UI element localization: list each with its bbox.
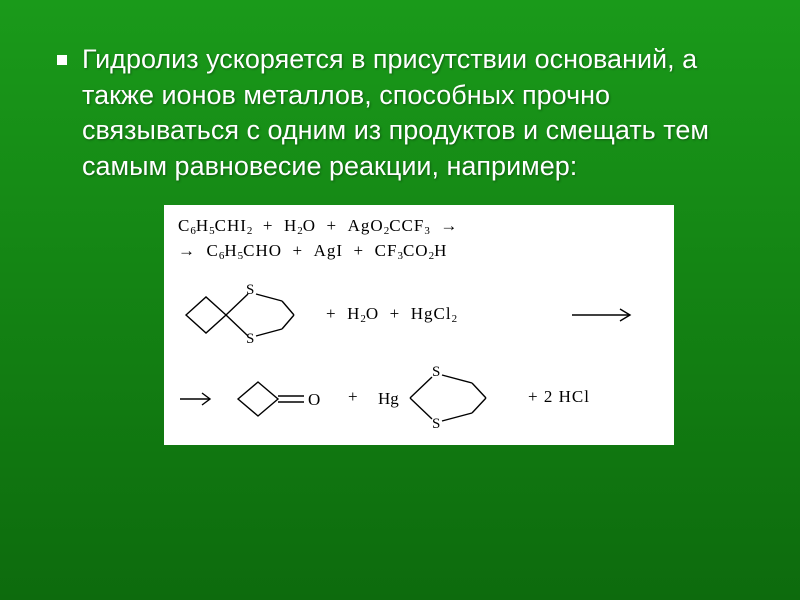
- arrow-icon: [570, 306, 640, 324]
- slide: Гидролиз ускоряется в присутствии основа…: [0, 0, 800, 600]
- reaction-3-plus-1: +: [348, 387, 359, 407]
- svg-text:S: S: [246, 331, 254, 347]
- structure-cyclobutanone: O: [232, 374, 342, 424]
- svg-text:S: S: [432, 364, 440, 380]
- slide-main-text: Гидролиз ускоряется в присутствии основа…: [82, 42, 744, 185]
- svg-text:S: S: [432, 416, 440, 432]
- structure-hg-dithiane: Hg S S: [374, 362, 514, 434]
- reaction-2-text: + H2O + HgCl2: [326, 304, 457, 325]
- bullet-icon: [56, 54, 68, 66]
- equation-1-line-2: → C6H5CHO + AgI + CF3CO2H: [178, 240, 660, 264]
- equation-1-line-1: C6H5CHI2 + H2O + AgO2CCF3 →: [178, 215, 660, 239]
- hg-label: Hg: [378, 389, 399, 408]
- reaction-3: O + Hg S S + 2 HCl: [178, 356, 660, 438]
- svg-text:O: O: [308, 390, 320, 409]
- reaction-3-tail: + 2 HCl: [528, 387, 590, 407]
- arrow-continuation-icon: [178, 390, 220, 408]
- svg-text:S: S: [246, 282, 254, 298]
- chemistry-panel: C6H5CHI2 + H2O + AgO2CCF3 → → C6H5CHO + …: [164, 205, 674, 445]
- reaction-2: S S + H2O + HgCl2: [178, 276, 660, 354]
- structure-spiro-dithiolane: S S: [178, 280, 308, 350]
- bullet-row: Гидролиз ускоряется в присутствии основа…: [56, 42, 744, 185]
